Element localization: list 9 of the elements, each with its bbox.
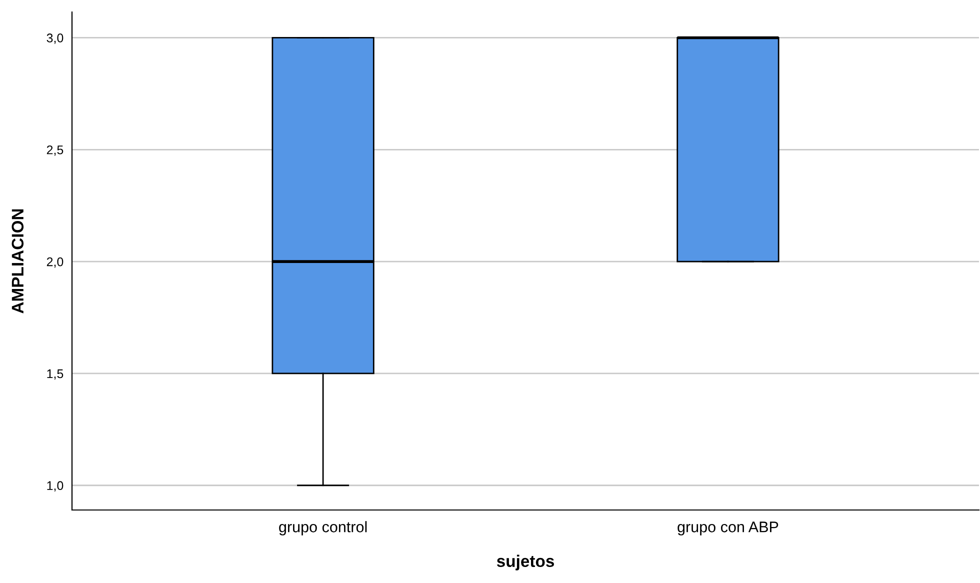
y-tick-label: 2,5 (46, 145, 64, 156)
y-tick-label: 2,0 (46, 257, 64, 268)
y-tick-label: 1,0 (47, 481, 64, 492)
x-tick-label: grupo control (279, 521, 367, 536)
y-axis-title: AMPLIACION (12, 209, 24, 314)
y-tick-label: 3,0 (46, 34, 64, 44)
x-tick-label: grupo con ABP (678, 522, 778, 536)
y-tick-label: 1,5 (47, 369, 64, 380)
x-axis-title: sujetos (496, 554, 554, 570)
